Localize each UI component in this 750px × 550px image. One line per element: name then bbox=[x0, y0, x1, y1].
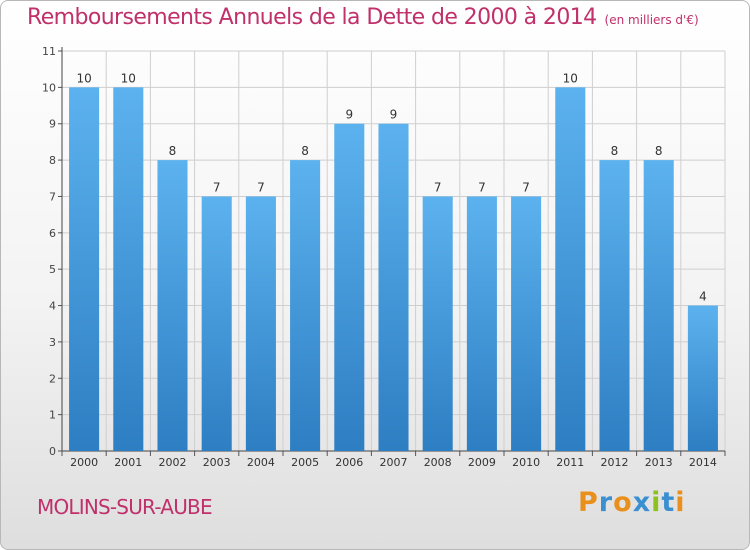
bar-2014 bbox=[687, 305, 718, 451]
logo-letter: i bbox=[651, 487, 662, 518]
x-tick-label: 2009 bbox=[468, 456, 496, 469]
data-label: 9 bbox=[345, 108, 353, 122]
x-tick-label: 2008 bbox=[424, 456, 452, 469]
y-tick-label: 11 bbox=[42, 45, 56, 58]
logo-letter: r bbox=[598, 487, 614, 518]
data-label: 9 bbox=[390, 108, 398, 122]
bar-2010 bbox=[511, 196, 542, 451]
x-tick-label: 2002 bbox=[159, 456, 187, 469]
data-label: 7 bbox=[478, 180, 486, 194]
y-tick-label: 2 bbox=[49, 372, 56, 385]
data-label: 10 bbox=[76, 71, 91, 85]
bar-2002 bbox=[157, 160, 188, 451]
data-label: 8 bbox=[169, 144, 177, 158]
x-tick-label: 2001 bbox=[114, 456, 142, 469]
x-tick-label: 2012 bbox=[601, 456, 629, 469]
x-tick-label: 2010 bbox=[512, 456, 540, 469]
bar-2013 bbox=[643, 160, 674, 451]
commune-name: MOLINS-SUR-AUBE bbox=[37, 495, 213, 519]
data-label: 7 bbox=[434, 180, 442, 194]
bar-2000 bbox=[69, 87, 100, 451]
y-tick-label: 6 bbox=[49, 227, 56, 240]
data-labels: 10 10 8 7 7 8 9 9 7 7 7 10 8 8 4 bbox=[76, 71, 706, 303]
y-tick-label: 9 bbox=[49, 118, 56, 131]
y-tick-labels: 0 1 2 3 4 5 6 7 8 9 10 11 bbox=[42, 45, 56, 458]
data-label: 8 bbox=[611, 144, 619, 158]
bar-2005 bbox=[290, 160, 321, 451]
y-tick-label: 3 bbox=[49, 336, 56, 349]
x-tick-labels: 2000 2001 2002 2003 2004 2005 2006 2007 2008 2009… bbox=[70, 456, 717, 469]
x-tick-label: 2014 bbox=[689, 456, 717, 469]
y-tick-label: 4 bbox=[49, 300, 56, 313]
bar-2012 bbox=[599, 160, 630, 451]
chart-unit: (en milliers d'€) bbox=[604, 13, 699, 27]
data-label: 4 bbox=[699, 290, 707, 304]
x-tick-label: 2004 bbox=[247, 456, 275, 469]
y-tick-label: 5 bbox=[49, 263, 56, 276]
bar-2009 bbox=[466, 196, 497, 451]
title-row: Remboursements Annuels de la Dette de 20… bbox=[27, 5, 699, 30]
y-tick-label: 10 bbox=[42, 81, 56, 94]
logo-letter: x bbox=[632, 487, 652, 518]
x-tick-label: 2011 bbox=[556, 456, 584, 469]
y-tick-label: 0 bbox=[49, 445, 56, 458]
data-label: 10 bbox=[121, 71, 136, 85]
bar-2003 bbox=[201, 196, 232, 451]
data-label: 8 bbox=[301, 144, 309, 158]
x-tick-label: 2007 bbox=[380, 456, 408, 469]
bar-2006 bbox=[334, 123, 365, 452]
data-label: 7 bbox=[522, 180, 530, 194]
x-tick-label: 2013 bbox=[645, 456, 673, 469]
y-tick-label: 1 bbox=[49, 409, 56, 422]
chart-title: Remboursements Annuels de la Dette de 20… bbox=[27, 5, 597, 30]
bar-2011 bbox=[555, 87, 586, 451]
data-label: 10 bbox=[563, 71, 578, 85]
x-tick-label: 2003 bbox=[203, 456, 231, 469]
logo-letter: i bbox=[675, 487, 686, 518]
logo-letter: o bbox=[613, 487, 633, 518]
bar-2008 bbox=[422, 196, 453, 451]
y-tick-label: 8 bbox=[49, 154, 56, 167]
x-tick-label: 2005 bbox=[291, 456, 319, 469]
bar-2001 bbox=[113, 87, 144, 451]
y-tick-label: 7 bbox=[49, 190, 56, 203]
proxiti-logo: Proxiti bbox=[578, 487, 686, 518]
bar-2007 bbox=[378, 123, 409, 452]
bar-2004 bbox=[245, 196, 276, 451]
logo-letter: t bbox=[661, 487, 676, 518]
data-label: 8 bbox=[655, 144, 663, 158]
bars bbox=[69, 87, 718, 452]
data-label: 7 bbox=[213, 180, 221, 194]
logo-letter: P bbox=[578, 487, 599, 518]
x-tick-label: 2000 bbox=[70, 456, 98, 469]
data-label: 7 bbox=[257, 180, 265, 194]
x-tick-label: 2006 bbox=[335, 456, 363, 469]
